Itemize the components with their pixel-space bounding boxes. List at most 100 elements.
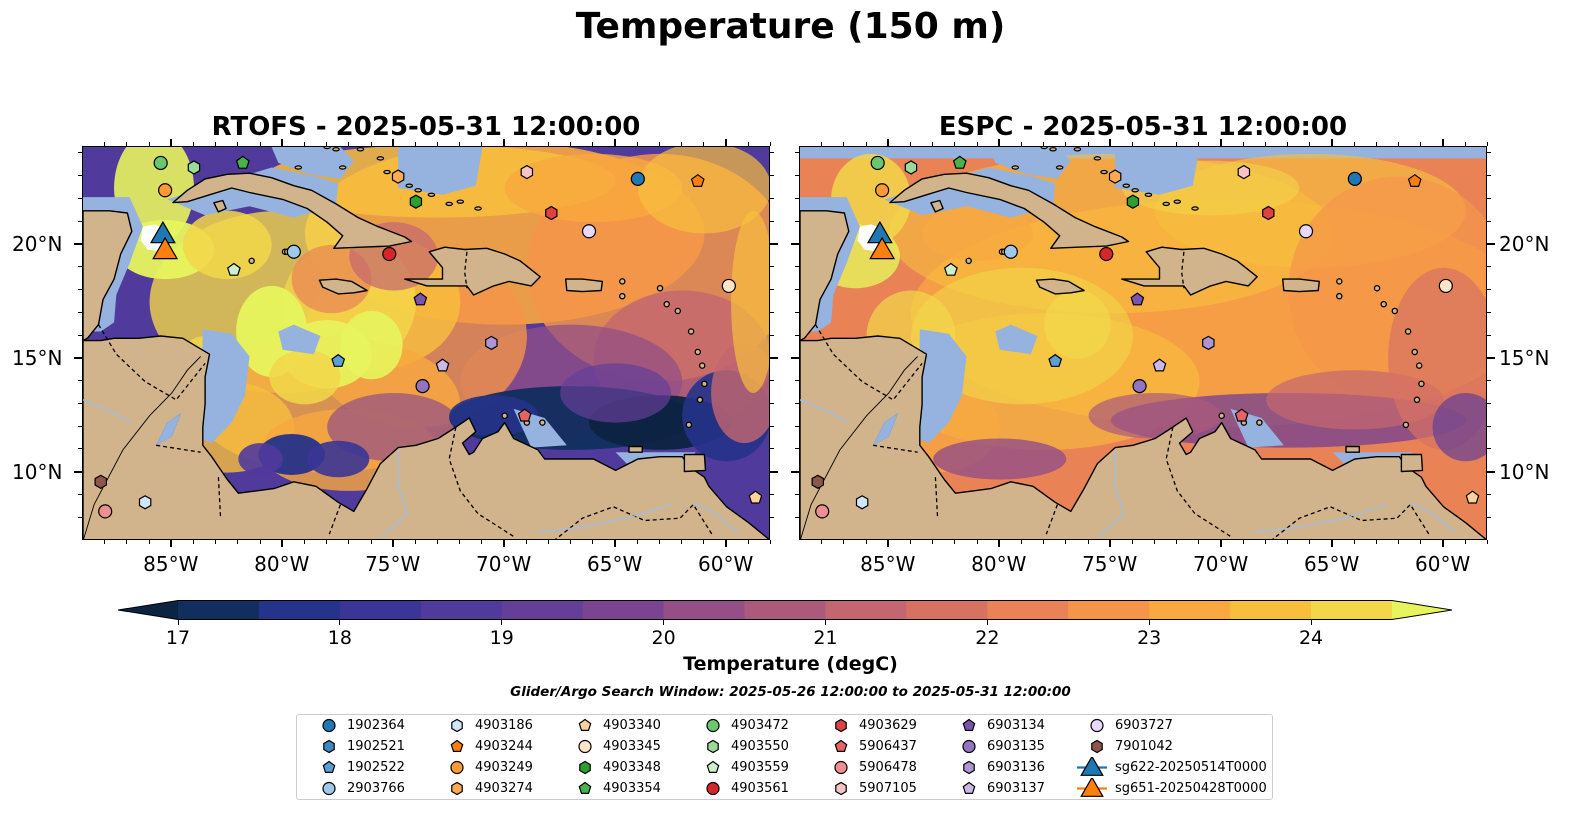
colorbar-tick-label: 21 (813, 627, 838, 649)
y-tick-right (1487, 380, 1491, 382)
marker-6903137 (435, 358, 450, 372)
y-tick-right (770, 152, 774, 154)
marker-4903629 (545, 205, 558, 221)
x-tick-label: 85°W (860, 552, 916, 576)
x-minor-tick (1198, 540, 1200, 544)
y-tick-right (770, 516, 774, 518)
legend-item: 5906478 (821, 757, 917, 778)
legend-marker-pentagon-icon (578, 718, 592, 731)
legend-item: 4903249 (437, 757, 533, 778)
y-tick (795, 493, 799, 495)
y-tick-right (1487, 288, 1491, 290)
marker-6903727 (1298, 224, 1314, 239)
x-minor-tick-top (1464, 142, 1466, 146)
y-tick-right (770, 402, 774, 404)
y-tick (74, 470, 82, 473)
y-tick-right (1487, 334, 1491, 336)
legend-label: 1902522 (347, 760, 405, 775)
x-tick-label: 80°W (971, 552, 1027, 576)
y-tick (795, 197, 799, 199)
y-tick (791, 242, 799, 245)
x-minor-tick (326, 540, 328, 544)
x-minor-tick-top (747, 142, 749, 146)
x-tick-top (169, 139, 172, 146)
legend-marker-hexagon-icon (963, 760, 975, 775)
colorbar-tick-label: 19 (489, 627, 514, 649)
marker-4903249 (158, 183, 173, 198)
legend-marker-hexagon-icon (451, 781, 463, 796)
legend-marker-circle-icon (322, 781, 336, 796)
x-minor-tick (909, 540, 911, 544)
y-tick-right (770, 242, 778, 245)
x-minor-tick-top (1420, 142, 1422, 146)
y-tick (795, 402, 799, 404)
x-tick (997, 540, 1000, 547)
colorbar-tick-label: 18 (327, 627, 352, 649)
x-minor-tick (104, 540, 106, 544)
colorbar-tick-label: 24 (1298, 627, 1324, 649)
marker-5906478 (98, 504, 113, 519)
x-minor-tick (1309, 540, 1311, 544)
x-minor-tick-top (525, 142, 527, 146)
y-tick-right (1487, 242, 1495, 245)
marker-1902522 (331, 353, 346, 367)
legend-item: 4903345 (565, 736, 661, 757)
legend-item: 2903766 (309, 778, 405, 799)
y-tick (78, 493, 82, 495)
x-minor-tick-top (1242, 142, 1244, 146)
y-tick-label-right: 10°N (1499, 459, 1550, 484)
marker-1902364 (630, 171, 645, 186)
colorbar-tick (1310, 620, 1312, 625)
marker-4903340 (1465, 490, 1480, 504)
y-tick-right (770, 493, 774, 495)
x-tick-top (1108, 139, 1111, 146)
legend-label: 4903249 (475, 760, 533, 775)
colorbar-bin (825, 600, 907, 620)
legend-item: 6903136 (949, 757, 1045, 778)
x-minor-tick (865, 540, 867, 544)
y-tick (795, 448, 799, 450)
x-minor-tick-top (1376, 142, 1378, 146)
legend-item: 4903354 (565, 778, 661, 799)
x-minor-tick (348, 540, 350, 544)
x-minor-tick (525, 540, 527, 544)
y-tick (74, 242, 82, 245)
legend-item: 5906437 (821, 736, 917, 757)
x-minor-tick (259, 540, 261, 544)
colorbar (118, 600, 1452, 620)
x-tick-label: 75°W (365, 552, 421, 576)
x-minor-tick (192, 540, 194, 544)
x-minor-tick-top (104, 142, 106, 146)
y-tick-right (770, 470, 778, 473)
marker-4903354 (952, 155, 967, 169)
colorbar-bin (1068, 600, 1150, 620)
legend-item: 4903472 (693, 715, 789, 736)
y-tick (795, 175, 799, 177)
y-tick-right (770, 288, 774, 290)
float-markers (94, 155, 763, 519)
legend-marker-triangle-icon (1077, 778, 1107, 797)
legend-label: 4903186 (475, 718, 533, 733)
x-minor-tick (126, 540, 128, 544)
x-minor-tick (215, 540, 217, 544)
x-minor-tick-top (1309, 142, 1311, 146)
x-minor-tick (821, 540, 823, 544)
legend-item: sg651-20250428T0000 (1077, 778, 1267, 799)
x-minor-tick-top (954, 142, 956, 146)
legend-item: 6903135 (949, 736, 1045, 757)
y-tick-right (770, 197, 774, 199)
legend-item: 6903137 (949, 778, 1045, 799)
legend-marker-pentagon-icon (450, 739, 464, 752)
x-minor-tick-top (592, 142, 594, 146)
legend-marker-hexagon-icon (323, 739, 335, 754)
x-minor-tick (1420, 540, 1422, 544)
x-minor-tick (592, 540, 594, 544)
map-rtofs (82, 146, 770, 540)
legend-marker-circle-icon (962, 739, 976, 754)
x-minor-tick-top (703, 142, 705, 146)
marker-4903559 (943, 262, 958, 276)
marker-4903629 (1262, 205, 1275, 221)
y-tick-right (770, 175, 774, 177)
marker-4903550 (187, 160, 201, 175)
legend-marker-hexagon-icon (707, 739, 719, 754)
